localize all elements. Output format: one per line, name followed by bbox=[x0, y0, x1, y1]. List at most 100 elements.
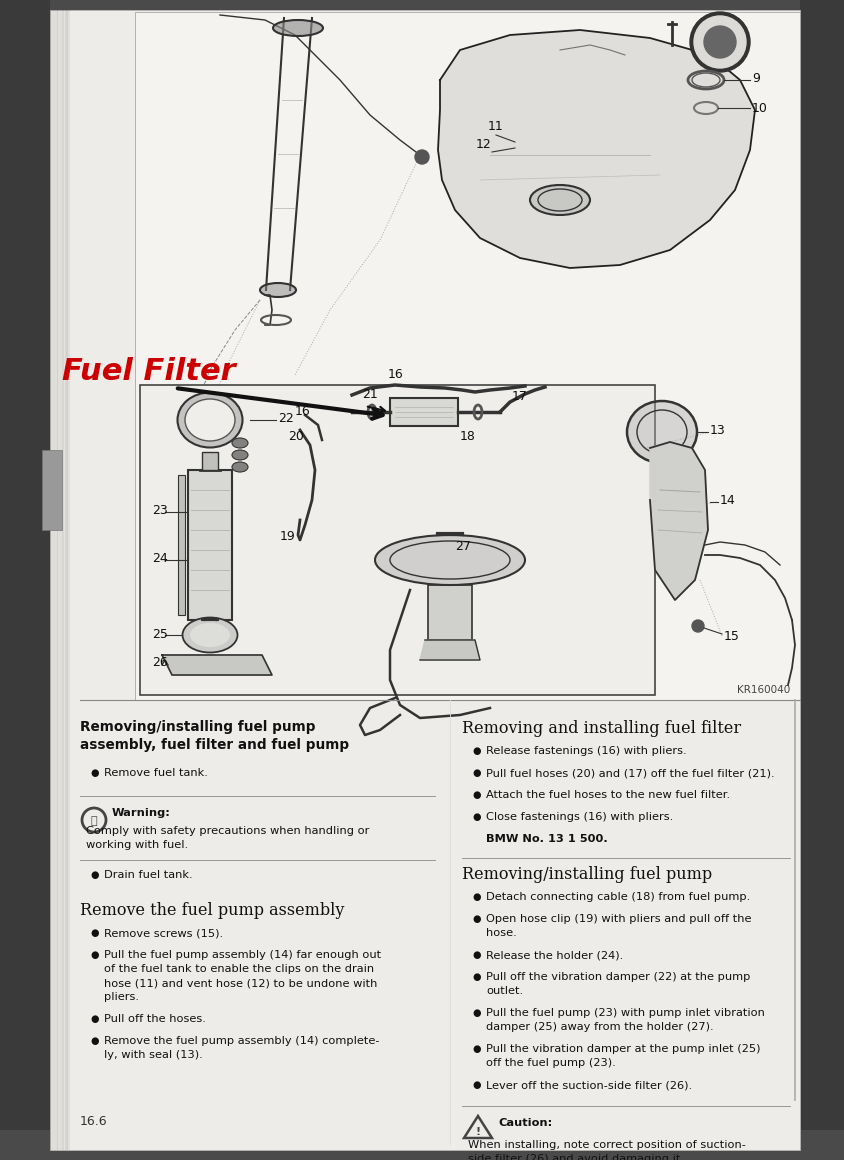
Text: Remove fuel tank.: Remove fuel tank. bbox=[104, 768, 208, 778]
Text: Open hose clip (19) with pliers and pull off the: Open hose clip (19) with pliers and pull… bbox=[485, 914, 750, 925]
Text: Removing/installing fuel pump: Removing/installing fuel pump bbox=[462, 867, 711, 883]
Text: of the fuel tank to enable the clips on the drain: of the fuel tank to enable the clips on … bbox=[104, 964, 374, 974]
Text: ●: ● bbox=[472, 914, 480, 925]
Bar bbox=[42, 450, 62, 530]
Text: Drain fuel tank.: Drain fuel tank. bbox=[104, 870, 192, 880]
Text: 23: 23 bbox=[152, 503, 168, 516]
Text: Remove the fuel pump assembly: Remove the fuel pump assembly bbox=[80, 902, 344, 919]
Text: 9: 9 bbox=[751, 72, 759, 85]
Circle shape bbox=[691, 619, 703, 632]
Text: side filter (26) and avoid damaging it.: side filter (26) and avoid damaging it. bbox=[468, 1154, 683, 1160]
Text: ●: ● bbox=[472, 1044, 480, 1054]
Bar bbox=[428, 585, 472, 640]
Text: Pull the vibration damper at the pump inlet (25): Pull the vibration damper at the pump in… bbox=[485, 1044, 760, 1054]
Bar bbox=[390, 398, 457, 426]
Circle shape bbox=[414, 150, 429, 164]
Text: 15: 15 bbox=[723, 630, 739, 643]
Ellipse shape bbox=[260, 283, 295, 297]
Ellipse shape bbox=[626, 401, 696, 463]
Text: 19: 19 bbox=[279, 530, 295, 543]
Text: 17: 17 bbox=[511, 390, 528, 403]
Ellipse shape bbox=[182, 617, 237, 652]
Text: Pull off the vibration damper (22) at the pump: Pull off the vibration damper (22) at th… bbox=[485, 972, 749, 983]
Text: Pull off the hoses.: Pull off the hoses. bbox=[104, 1014, 206, 1024]
Text: 24: 24 bbox=[152, 551, 168, 565]
Text: off the fuel pump (23).: off the fuel pump (23). bbox=[485, 1058, 615, 1068]
Text: 12: 12 bbox=[475, 138, 491, 151]
Text: !: ! bbox=[475, 1128, 480, 1137]
Bar bbox=[0, 0, 50, 1160]
Bar bbox=[0, 1130, 844, 1160]
Text: ly, with seal (13).: ly, with seal (13). bbox=[104, 1050, 203, 1060]
Bar bbox=[57, 10, 64, 1150]
Ellipse shape bbox=[185, 399, 235, 441]
Text: 16: 16 bbox=[387, 368, 403, 380]
Polygon shape bbox=[419, 640, 479, 660]
Text: Pull fuel hoses (20) and (17) off the fuel filter (21).: Pull fuel hoses (20) and (17) off the fu… bbox=[485, 768, 774, 778]
Polygon shape bbox=[437, 30, 754, 268]
Text: outlet.: outlet. bbox=[485, 986, 522, 996]
Text: ●: ● bbox=[90, 870, 99, 880]
Bar bbox=[65, 10, 70, 1150]
Text: 25: 25 bbox=[152, 629, 168, 641]
Text: Detach connecting cable (18) from fuel pump.: Detach connecting cable (18) from fuel p… bbox=[485, 892, 749, 902]
Text: working with fuel.: working with fuel. bbox=[86, 840, 188, 850]
Text: BMW No. 13 1 500.: BMW No. 13 1 500. bbox=[485, 834, 607, 844]
Text: ●: ● bbox=[90, 1014, 99, 1024]
Ellipse shape bbox=[190, 623, 230, 647]
Text: 16.6: 16.6 bbox=[80, 1115, 107, 1128]
Text: 18: 18 bbox=[459, 430, 475, 443]
Text: ●: ● bbox=[472, 1080, 480, 1090]
Ellipse shape bbox=[177, 392, 242, 448]
Text: KR160040: KR160040 bbox=[736, 686, 789, 695]
Text: Pull the fuel pump assembly (14) far enough out: Pull the fuel pump assembly (14) far eno… bbox=[104, 950, 381, 960]
Bar bbox=[50, 10, 799, 1150]
Text: ●: ● bbox=[90, 1036, 99, 1046]
Text: Fuel Filter: Fuel Filter bbox=[62, 357, 235, 386]
Text: 10: 10 bbox=[751, 102, 767, 115]
Bar bbox=[66, 10, 70, 1150]
Text: ●: ● bbox=[90, 768, 99, 778]
Text: pliers.: pliers. bbox=[104, 992, 138, 1002]
Ellipse shape bbox=[232, 450, 247, 461]
Bar bbox=[187, 470, 232, 619]
Text: ●: ● bbox=[472, 812, 480, 822]
Bar bbox=[178, 474, 185, 615]
Circle shape bbox=[703, 26, 735, 58]
Text: Release the holder (24).: Release the holder (24). bbox=[485, 950, 623, 960]
Text: 11: 11 bbox=[488, 119, 503, 133]
Text: ●: ● bbox=[472, 746, 480, 756]
Ellipse shape bbox=[375, 535, 524, 585]
Bar bbox=[799, 0, 844, 1160]
Text: 21: 21 bbox=[361, 387, 377, 401]
Text: Close fastenings (16) with pliers.: Close fastenings (16) with pliers. bbox=[485, 812, 673, 822]
Text: 13: 13 bbox=[709, 423, 725, 436]
Text: Comply with safety precautions when handling or: Comply with safety precautions when hand… bbox=[86, 826, 369, 836]
Bar bbox=[65, 10, 68, 1150]
Text: Removing/installing fuel pump: Removing/installing fuel pump bbox=[80, 720, 315, 734]
Text: ●: ● bbox=[472, 1008, 480, 1018]
Text: ✋: ✋ bbox=[90, 815, 97, 826]
Polygon shape bbox=[649, 442, 707, 600]
Text: Warning:: Warning: bbox=[112, 809, 170, 818]
Text: hose (11) and vent hose (12) to be undone with: hose (11) and vent hose (12) to be undon… bbox=[104, 978, 377, 988]
Text: ●: ● bbox=[472, 892, 480, 902]
Ellipse shape bbox=[529, 184, 589, 215]
Text: Removing and installing fuel filter: Removing and installing fuel filter bbox=[462, 720, 740, 737]
Text: Pull the fuel pump (23) with pump inlet vibration: Pull the fuel pump (23) with pump inlet … bbox=[485, 1008, 764, 1018]
Polygon shape bbox=[162, 655, 272, 675]
Bar bbox=[62, 10, 68, 1150]
Text: When installing, note correct position of suction-: When installing, note correct position o… bbox=[468, 1140, 745, 1150]
Ellipse shape bbox=[232, 438, 247, 448]
Text: Release fastenings (16) with pliers.: Release fastenings (16) with pliers. bbox=[485, 746, 686, 756]
Bar bbox=[50, 10, 58, 1150]
Text: hose.: hose. bbox=[485, 928, 517, 938]
Text: Caution:: Caution: bbox=[497, 1118, 552, 1128]
Text: ●: ● bbox=[90, 928, 99, 938]
Bar bbox=[202, 452, 218, 470]
Text: ●: ● bbox=[472, 790, 480, 800]
Circle shape bbox=[690, 12, 749, 72]
Text: 27: 27 bbox=[454, 541, 470, 553]
Text: ●: ● bbox=[472, 972, 480, 983]
Text: 16: 16 bbox=[295, 405, 311, 418]
